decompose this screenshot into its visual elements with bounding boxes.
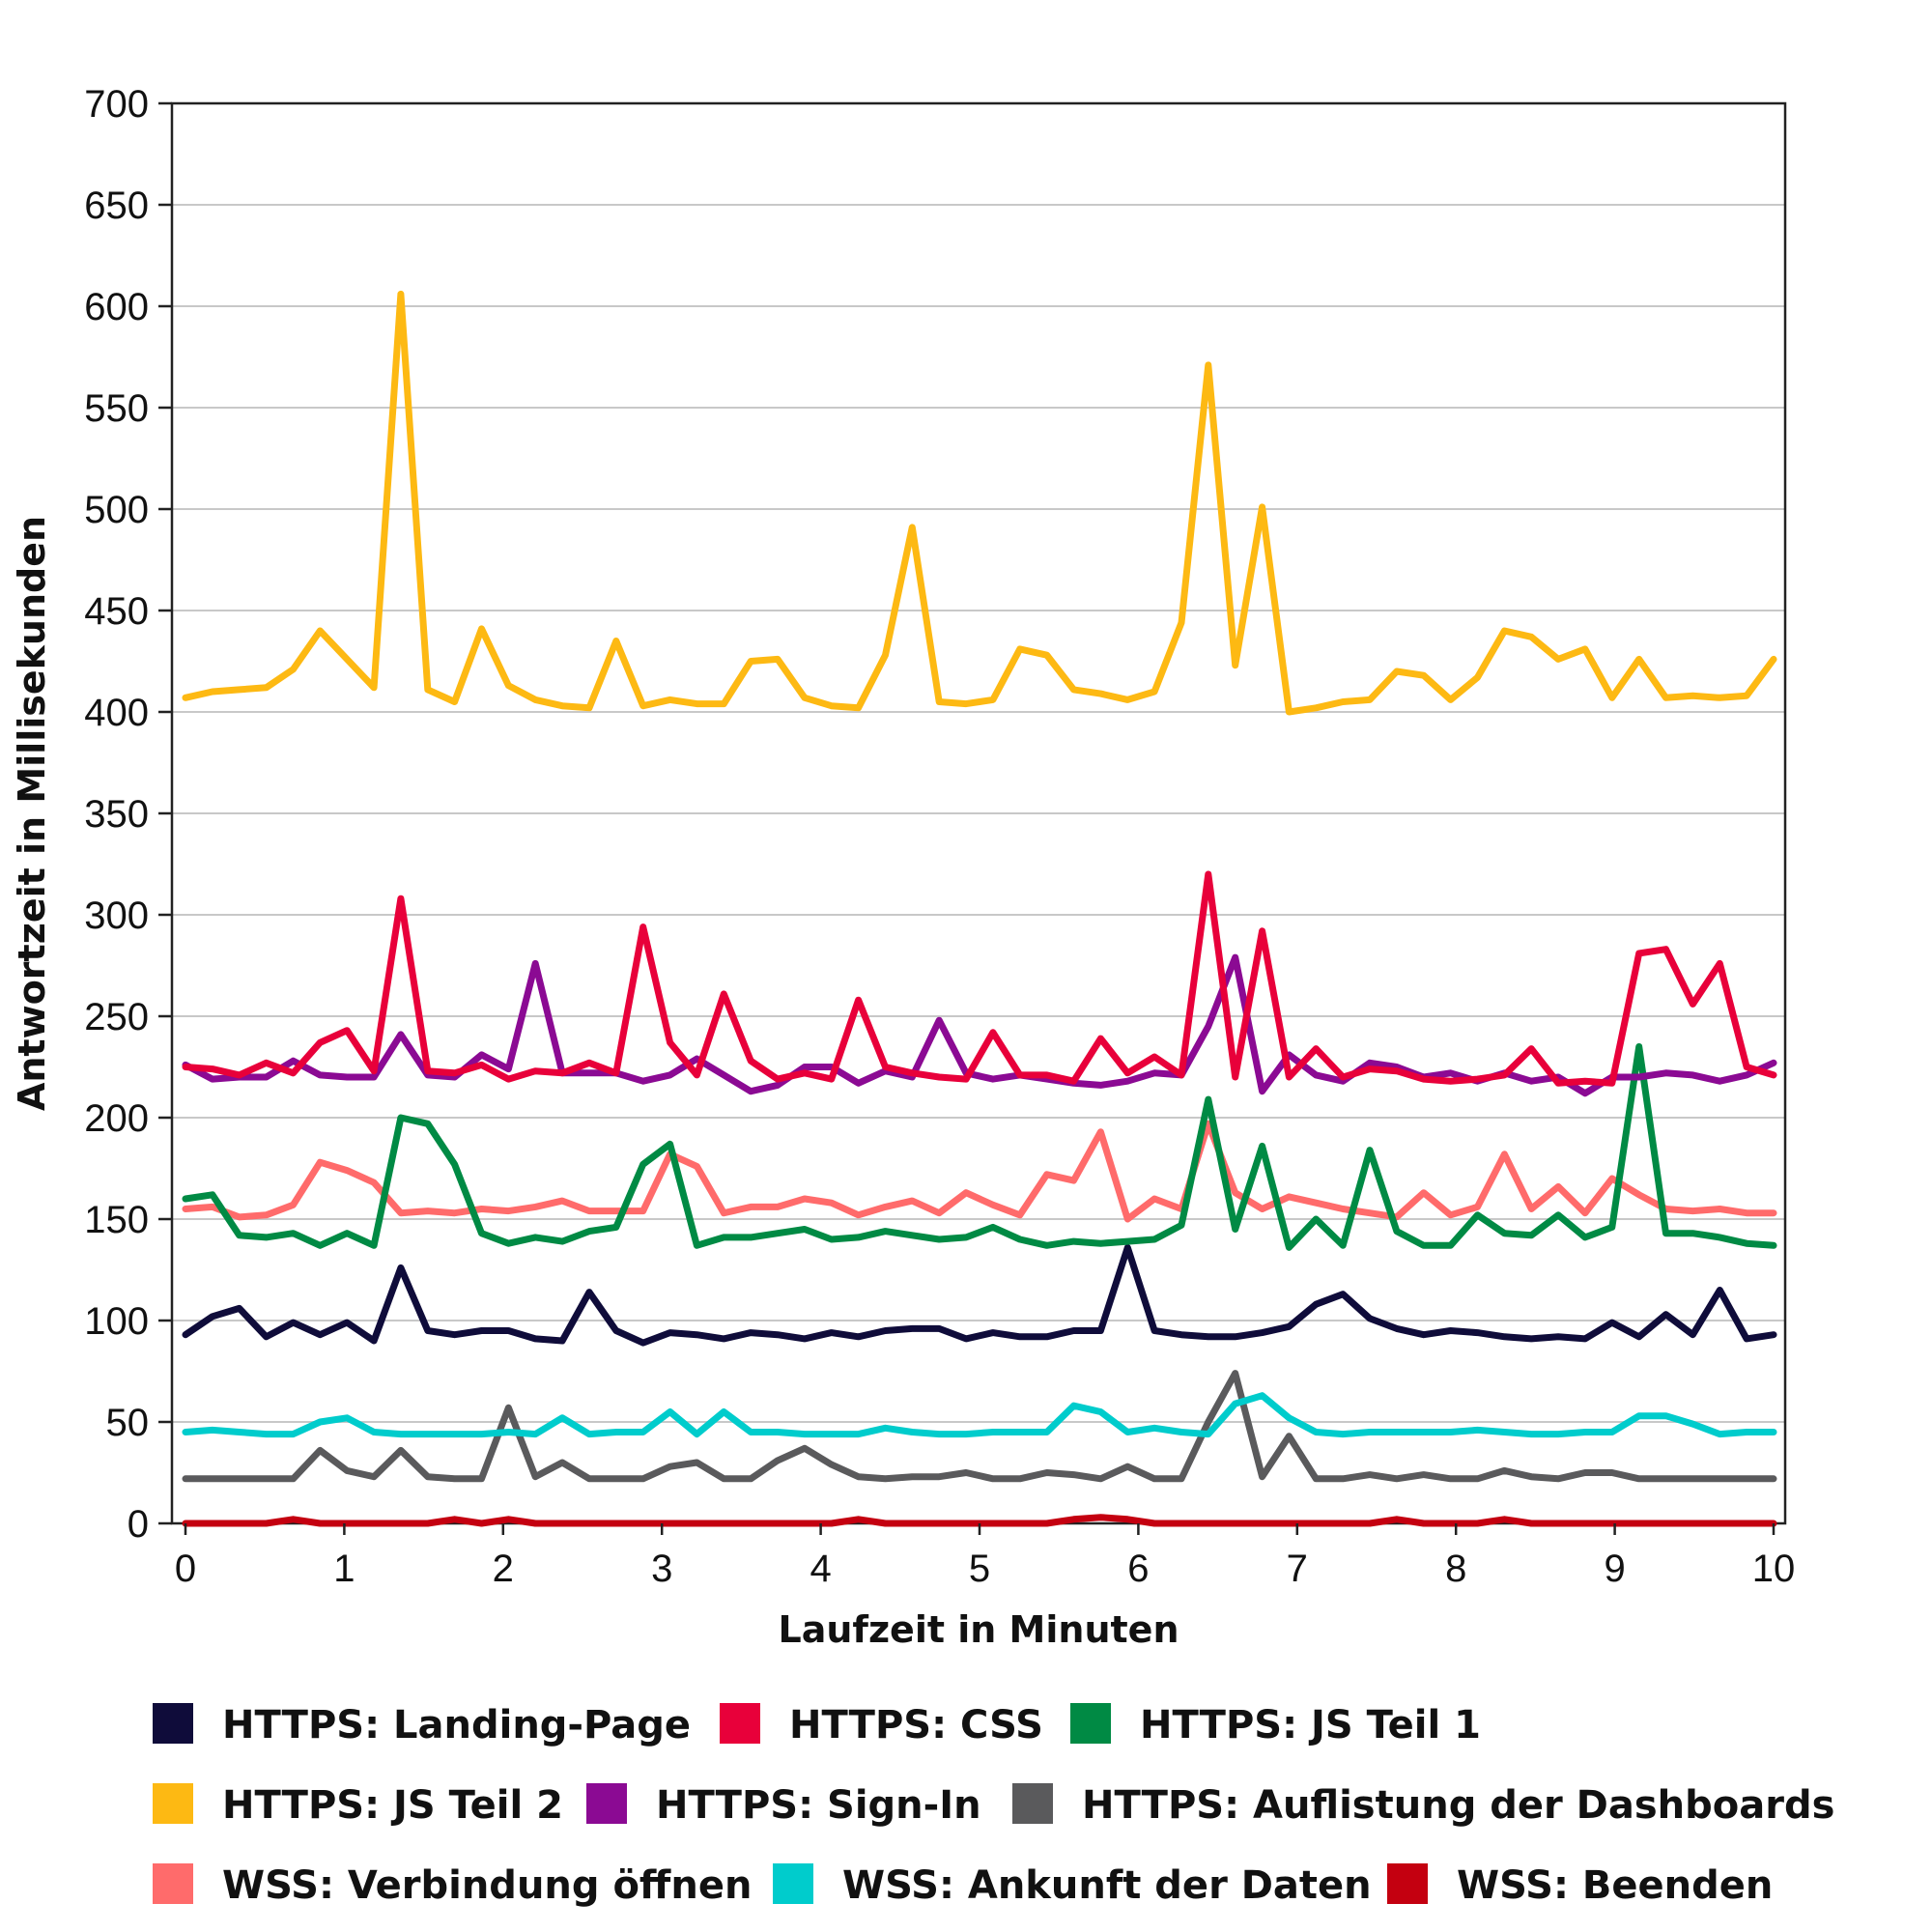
y-tick-label: 50	[106, 1402, 150, 1444]
x-tick-label: 10	[1752, 1548, 1796, 1590]
legend-label-7: WSS: Ankunft der Daten	[842, 1863, 1372, 1908]
series-line-6	[182, 1120, 1777, 1223]
y-tick-label: 450	[84, 590, 149, 633]
series-line-7	[182, 1392, 1777, 1438]
x-axis-ticks: 0 1 2 3 4 5 6 7 8 9 10	[175, 1523, 1795, 1590]
legend-label-4: HTTPS: Sign-In	[656, 1783, 981, 1828]
series-line-2	[182, 1043, 1777, 1251]
y-tick-label: 400	[84, 692, 149, 734]
x-axis-title: Laufzeit in Minuten	[779, 1608, 1179, 1651]
gridlines	[172, 204, 1785, 1423]
y-tick-label: 0	[128, 1503, 149, 1546]
y-axis-ticks: 0 50 100 150 200 250 300 350 400 450 500 550 600 650 7…	[84, 83, 172, 1546]
legend-swatch-6	[153, 1863, 193, 1904]
series-line-3	[182, 290, 1777, 716]
x-tick-label: 1	[333, 1548, 355, 1590]
legend-swatch-7	[773, 1863, 813, 1904]
x-tick-label: 5	[969, 1548, 990, 1590]
legend-label-2: HTTPS: JS Teil 1	[1140, 1703, 1481, 1747]
legend-label-1: HTTPS: CSS	[789, 1703, 1043, 1747]
x-tick-label: 0	[175, 1548, 196, 1590]
x-tick-label: 2	[493, 1548, 514, 1590]
y-axis-title: Antwortzeit in Millisekunden	[11, 516, 53, 1111]
series-line-1	[182, 870, 1777, 1087]
legend-swatch-1	[720, 1703, 760, 1744]
y-tick-label: 550	[84, 387, 149, 430]
y-tick-label: 200	[84, 1097, 149, 1140]
y-tick-label: 650	[84, 185, 149, 227]
legend-swatch-2	[1070, 1703, 1111, 1744]
y-tick-label: 300	[84, 895, 149, 937]
series-line-0	[182, 1243, 1777, 1347]
y-tick-label: 700	[84, 83, 149, 126]
y-tick-label: 350	[84, 793, 149, 836]
legend-label-0: HTTPS: Landing-Page	[222, 1703, 691, 1747]
y-tick-label: 600	[84, 286, 149, 328]
legend-swatch-0	[153, 1703, 193, 1744]
x-tick-label: 4	[810, 1548, 831, 1590]
x-tick-label: 6	[1127, 1548, 1149, 1590]
y-tick-label: 100	[84, 1300, 149, 1343]
legend-label-8: WSS: Beenden	[1457, 1863, 1773, 1908]
legend-swatch-5	[1012, 1783, 1053, 1824]
legend-swatch-8	[1387, 1863, 1428, 1904]
x-tick-label: 9	[1604, 1548, 1625, 1590]
legend-label-5: HTTPS: Auflistung der Dashboards	[1082, 1783, 1834, 1828]
series-lines	[182, 290, 1777, 1527]
y-tick-label: 500	[84, 489, 149, 531]
legend: HTTPS: Landing-Page HTTPS: CSS HTTPS: JS T…	[153, 1703, 1834, 1908]
legend-swatch-4	[586, 1783, 627, 1824]
x-tick-label: 3	[651, 1548, 672, 1590]
x-tick-label: 8	[1445, 1548, 1466, 1590]
y-tick-label: 250	[84, 996, 149, 1038]
x-tick-label: 7	[1287, 1548, 1308, 1590]
y-tick-label: 150	[84, 1199, 149, 1241]
series-line-8	[182, 1514, 1777, 1527]
legend-swatch-3	[153, 1783, 193, 1824]
legend-label-3: HTTPS: JS Teil 2	[222, 1783, 563, 1828]
series-line-5	[182, 1370, 1777, 1483]
legend-label-6: WSS: Verbindung öffnen	[222, 1863, 752, 1908]
